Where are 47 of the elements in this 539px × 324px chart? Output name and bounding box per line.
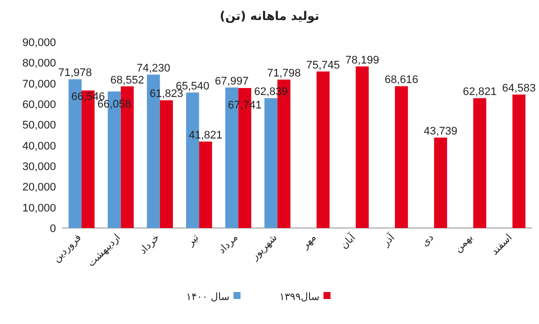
- data-label: 67,741: [228, 99, 262, 112]
- bar: [434, 138, 448, 228]
- x-tick-label: تیر: [184, 232, 202, 249]
- data-label: 71,798: [267, 68, 301, 80]
- data-label: 68,616: [384, 74, 418, 86]
- data-label: 64,583: [502, 82, 536, 95]
- y-tick-label: 10,000: [22, 202, 56, 214]
- y-tick-label: 30,000: [22, 161, 56, 173]
- x-tick-label: آذر: [378, 230, 398, 250]
- data-label: 67,997: [214, 75, 249, 88]
- x-tick-label: اردیبهشت: [86, 232, 123, 270]
- chart-title: تولید ماهانه (تن): [220, 9, 320, 23]
- data-label: 74,230: [136, 62, 170, 75]
- data-label: 71,978: [58, 67, 92, 80]
- bar: [316, 71, 330, 228]
- bar: [394, 86, 408, 228]
- legend: سال ۱۴۰۰ سال۱۳۹۹: [186, 292, 330, 303]
- data-label: 78,199: [345, 54, 380, 66]
- x-tick-label: اسفند: [489, 232, 515, 258]
- y-tick-label: 70,000: [22, 78, 56, 90]
- y-tick-label: 80,000: [22, 58, 56, 70]
- y-tick-label: 20,000: [22, 182, 56, 194]
- x-tick-label: بهمن: [452, 232, 476, 255]
- x-tick-label: خرداد: [138, 232, 162, 257]
- y-tick-label: 50,000: [22, 120, 56, 132]
- data-label: 68,552: [110, 74, 144, 86]
- bar: [473, 98, 486, 228]
- data-label: 43,739: [424, 126, 458, 138]
- bar: [356, 66, 369, 228]
- x-tick-label: مهر: [299, 232, 319, 252]
- bar: [512, 94, 526, 228]
- data-label: 62,821: [462, 86, 497, 98]
- legend-label: سال۱۳۹۹: [279, 292, 320, 303]
- y-tick-label: 0: [50, 223, 56, 235]
- x-tick-label: فروردین: [51, 232, 84, 265]
- y-tick-label: 90,000: [22, 37, 56, 49]
- x-tick-label: آبان: [337, 230, 359, 252]
- y-tick-label: 60,000: [22, 99, 56, 111]
- x-tick-label: مرداد: [216, 232, 240, 256]
- bar: [264, 98, 278, 228]
- x-tick-label: شهریور: [248, 232, 280, 263]
- y-tick-label: 40,000: [22, 140, 56, 152]
- x-tick-label: دی: [420, 232, 436, 249]
- legend-label: سال ۱۴۰۰: [186, 292, 230, 303]
- bar: [199, 142, 212, 228]
- data-label: 75,745: [306, 59, 340, 72]
- bar: [160, 100, 173, 228]
